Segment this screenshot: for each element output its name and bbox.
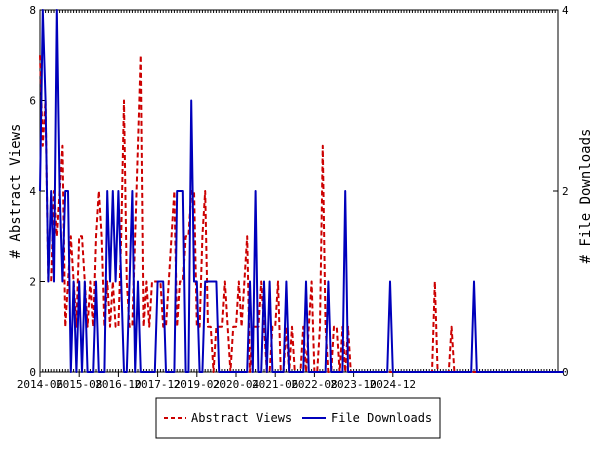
right-axis-title: # File Downloads [578, 129, 594, 264]
x-tick-label: 2019-02 [174, 378, 220, 391]
left-y-tick-label: 6 [29, 95, 36, 108]
left-y-tick-label: 4 [29, 185, 36, 198]
series-line-file-downloads [39, 9, 564, 373]
x-tick-label: 2024-12 [370, 378, 416, 391]
legend: Abstract Views File Downloads [155, 397, 441, 439]
legend-label-abstract-views: Abstract Views [191, 411, 292, 425]
x-axis-labels: 2014-062015-082016-102017-122019-022020-… [17, 372, 416, 391]
right-y-tick-label: 4 [562, 4, 569, 17]
right-y-tick-label: 0 [562, 366, 569, 379]
x-tick-label: 2020-04 [213, 378, 260, 391]
left-y-tick-label: 0 [29, 366, 36, 379]
left-axis-title: # Abstract Views [8, 124, 24, 259]
left-y-tick-label: 8 [29, 4, 36, 17]
x-tick-label: 2021-06 [252, 378, 298, 391]
x-tick-label: 2022-08 [291, 378, 337, 391]
legend-box [155, 397, 441, 439]
right-y-tick-label: 2 [562, 185, 569, 198]
x-tick-label: 2017-12 [134, 378, 180, 391]
series-layer [39, 9, 564, 373]
x-tick-label: 2023-10 [330, 378, 376, 391]
left-y-tick-label: 2 [29, 276, 36, 289]
x-tick-label: 2016-10 [95, 378, 141, 391]
x-tick-label: 2015-08 [56, 378, 102, 391]
legend-label-file-downloads: File Downloads [331, 411, 432, 425]
x-tick-label: 2014-06 [17, 378, 63, 391]
